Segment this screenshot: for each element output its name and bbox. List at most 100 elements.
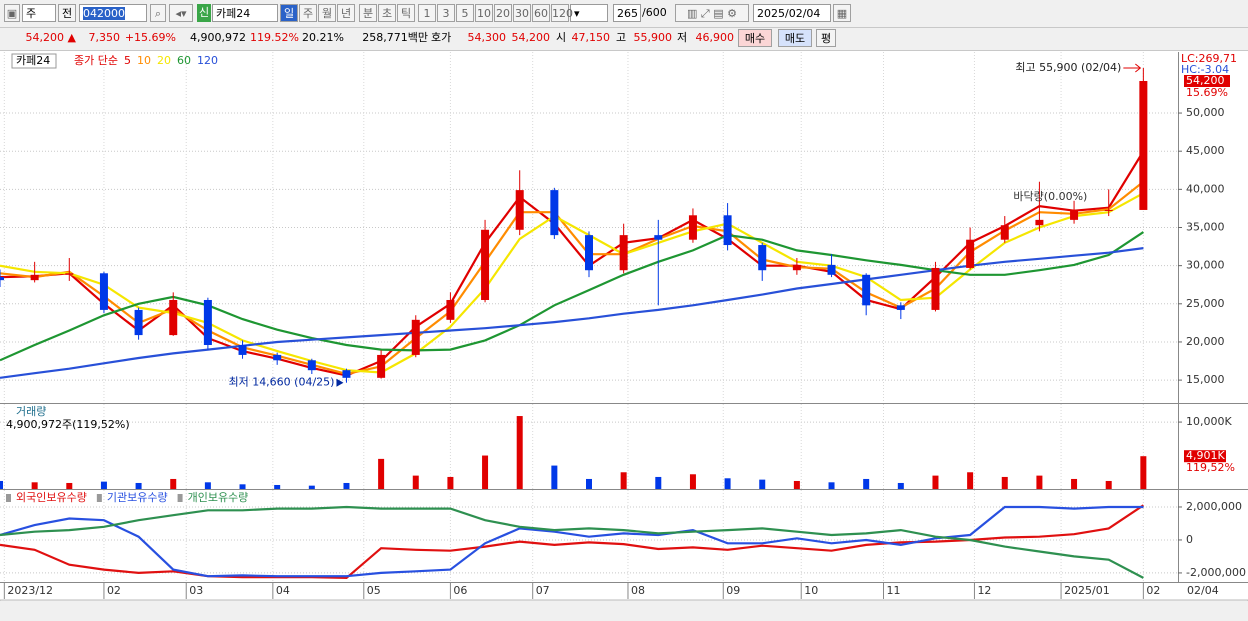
y-tick-label: 30,000 bbox=[1186, 259, 1225, 272]
count-max: /600 bbox=[642, 6, 667, 19]
period-button[interactable]: 주 bbox=[299, 4, 317, 22]
interval-button[interactable]: 20 bbox=[494, 4, 512, 22]
y-tick-label: 10,000K bbox=[1186, 415, 1232, 428]
y-tick-label: 15,000 bbox=[1186, 373, 1225, 386]
code-text: 042000 bbox=[83, 7, 125, 20]
price: 54,200 ▲ bbox=[25, 31, 76, 44]
candle-body bbox=[654, 235, 663, 240]
candle-body bbox=[169, 299, 178, 336]
interval-select[interactable]: ▾ bbox=[570, 4, 608, 22]
high: 55,900 bbox=[633, 31, 673, 44]
volume-bar bbox=[620, 472, 627, 489]
candle-body bbox=[723, 215, 732, 246]
volume-bar bbox=[135, 482, 142, 489]
period-button[interactable]: 일 bbox=[280, 4, 298, 22]
menu-icon[interactable]: ▣ bbox=[4, 4, 20, 22]
volume-bar bbox=[863, 478, 870, 489]
volume-rate: 119.52% bbox=[250, 31, 299, 44]
avg-button[interactable]: 평 bbox=[816, 29, 836, 47]
period-button[interactable]: 분 bbox=[359, 4, 377, 22]
candle-body bbox=[619, 235, 628, 271]
annotation: 최고 55,900 (02/04) bbox=[1015, 61, 1121, 74]
unit-select[interactable]: 주 bbox=[22, 4, 56, 22]
candle-body bbox=[307, 360, 316, 371]
period-button[interactable]: 틱 bbox=[397, 4, 415, 22]
last-price-box bbox=[1184, 74, 1230, 87]
volume-bar bbox=[343, 482, 350, 489]
candle-body bbox=[862, 274, 871, 306]
holding-line bbox=[0, 505, 1144, 579]
last-date: 02/04 bbox=[1187, 584, 1219, 597]
volume-bar bbox=[932, 475, 939, 489]
period-button[interactable]: 초 bbox=[378, 4, 396, 22]
annotation-arrow bbox=[336, 378, 344, 387]
volume-bar bbox=[967, 472, 974, 489]
candle-body bbox=[688, 215, 697, 240]
last-change-label: 15.69% bbox=[1186, 86, 1228, 99]
ask-label: 호가 bbox=[431, 31, 452, 44]
period-button[interactable]: 년 bbox=[337, 4, 355, 22]
search-button[interactable]: ⌕ bbox=[150, 4, 166, 22]
volume-bar bbox=[378, 458, 385, 489]
x-tick-label: 04 bbox=[276, 584, 290, 597]
credit-badge: 신 bbox=[197, 4, 211, 22]
ask: 54,300 bbox=[467, 31, 507, 44]
prev-button[interactable]: 전 bbox=[58, 4, 76, 22]
sell-button[interactable]: 매도 bbox=[778, 29, 812, 47]
interval-button[interactable]: 30 bbox=[513, 4, 531, 22]
candle-body bbox=[1000, 225, 1009, 240]
x-tick-label: 05 bbox=[367, 584, 381, 597]
hc-label: HC:-3.04 bbox=[1181, 63, 1229, 76]
calendar-button[interactable]: ▦ bbox=[833, 4, 851, 22]
candle-body bbox=[134, 309, 143, 336]
legend-entry: 개인보유수량 bbox=[188, 491, 249, 504]
candle-body bbox=[1139, 80, 1148, 210]
volume-bar bbox=[1036, 475, 1043, 489]
candle-body bbox=[0, 277, 4, 281]
turnover: 20.21% bbox=[302, 31, 344, 44]
x-tick-label: 02 bbox=[107, 584, 121, 597]
interval-button[interactable]: 120 bbox=[551, 4, 573, 22]
candle-body bbox=[30, 274, 39, 281]
legend-swatch bbox=[6, 494, 11, 502]
y-tick-label: 45,000 bbox=[1186, 144, 1225, 157]
panel-title: 거래량 bbox=[16, 405, 46, 418]
x-tick-label: 2023/12 bbox=[7, 584, 53, 597]
volume-bar bbox=[31, 482, 38, 489]
buy-button[interactable]: 매수 bbox=[738, 29, 772, 47]
x-tick-label: 06 bbox=[453, 584, 467, 597]
name-input[interactable]: 카페24 bbox=[212, 4, 278, 22]
volume-bar bbox=[1105, 480, 1112, 489]
interval-button[interactable]: 5 bbox=[456, 4, 474, 22]
code-input[interactable]: 042000 bbox=[79, 4, 147, 22]
lc-label: LC:269,71 bbox=[1181, 52, 1237, 65]
last-price-label: 54,200 bbox=[1186, 74, 1225, 87]
period-button[interactable]: 월 bbox=[318, 4, 336, 22]
interval-button[interactable]: 1 bbox=[418, 4, 436, 22]
candle-body bbox=[550, 190, 559, 236]
legend-entry: 60 bbox=[177, 54, 191, 67]
annotation: 최저 14,660 (04/25) bbox=[228, 376, 334, 389]
ma-line bbox=[0, 231, 1145, 362]
tool-buttons[interactable]: ▥ ⤢ ▤ ⚙ bbox=[675, 4, 749, 22]
date-input[interactable]: 2025/02/04 bbox=[753, 4, 831, 22]
interval-button[interactable]: 3 bbox=[437, 4, 455, 22]
ma-line bbox=[0, 150, 1145, 377]
change: 7,350 bbox=[88, 31, 121, 44]
candle-body bbox=[758, 245, 767, 271]
panel-subtitle: 4,900,972주(119,52%) bbox=[6, 418, 130, 431]
candle-body bbox=[342, 370, 351, 378]
interval-button[interactable]: 60 bbox=[532, 4, 550, 22]
last-volume-change: 119,52% bbox=[1186, 461, 1235, 474]
count-input[interactable]: 265 bbox=[613, 4, 641, 22]
volume-bar bbox=[447, 476, 454, 489]
candle-body bbox=[1070, 209, 1079, 220]
candle-body bbox=[792, 264, 801, 271]
legend-entry: 120 bbox=[197, 54, 218, 67]
last-volume-label: 4,901K bbox=[1186, 449, 1225, 462]
volume-bar bbox=[897, 482, 904, 489]
interval-button[interactable]: 10 bbox=[475, 4, 493, 22]
candle-body bbox=[377, 354, 386, 378]
sound-button[interactable]: ◂▾ bbox=[169, 4, 193, 22]
